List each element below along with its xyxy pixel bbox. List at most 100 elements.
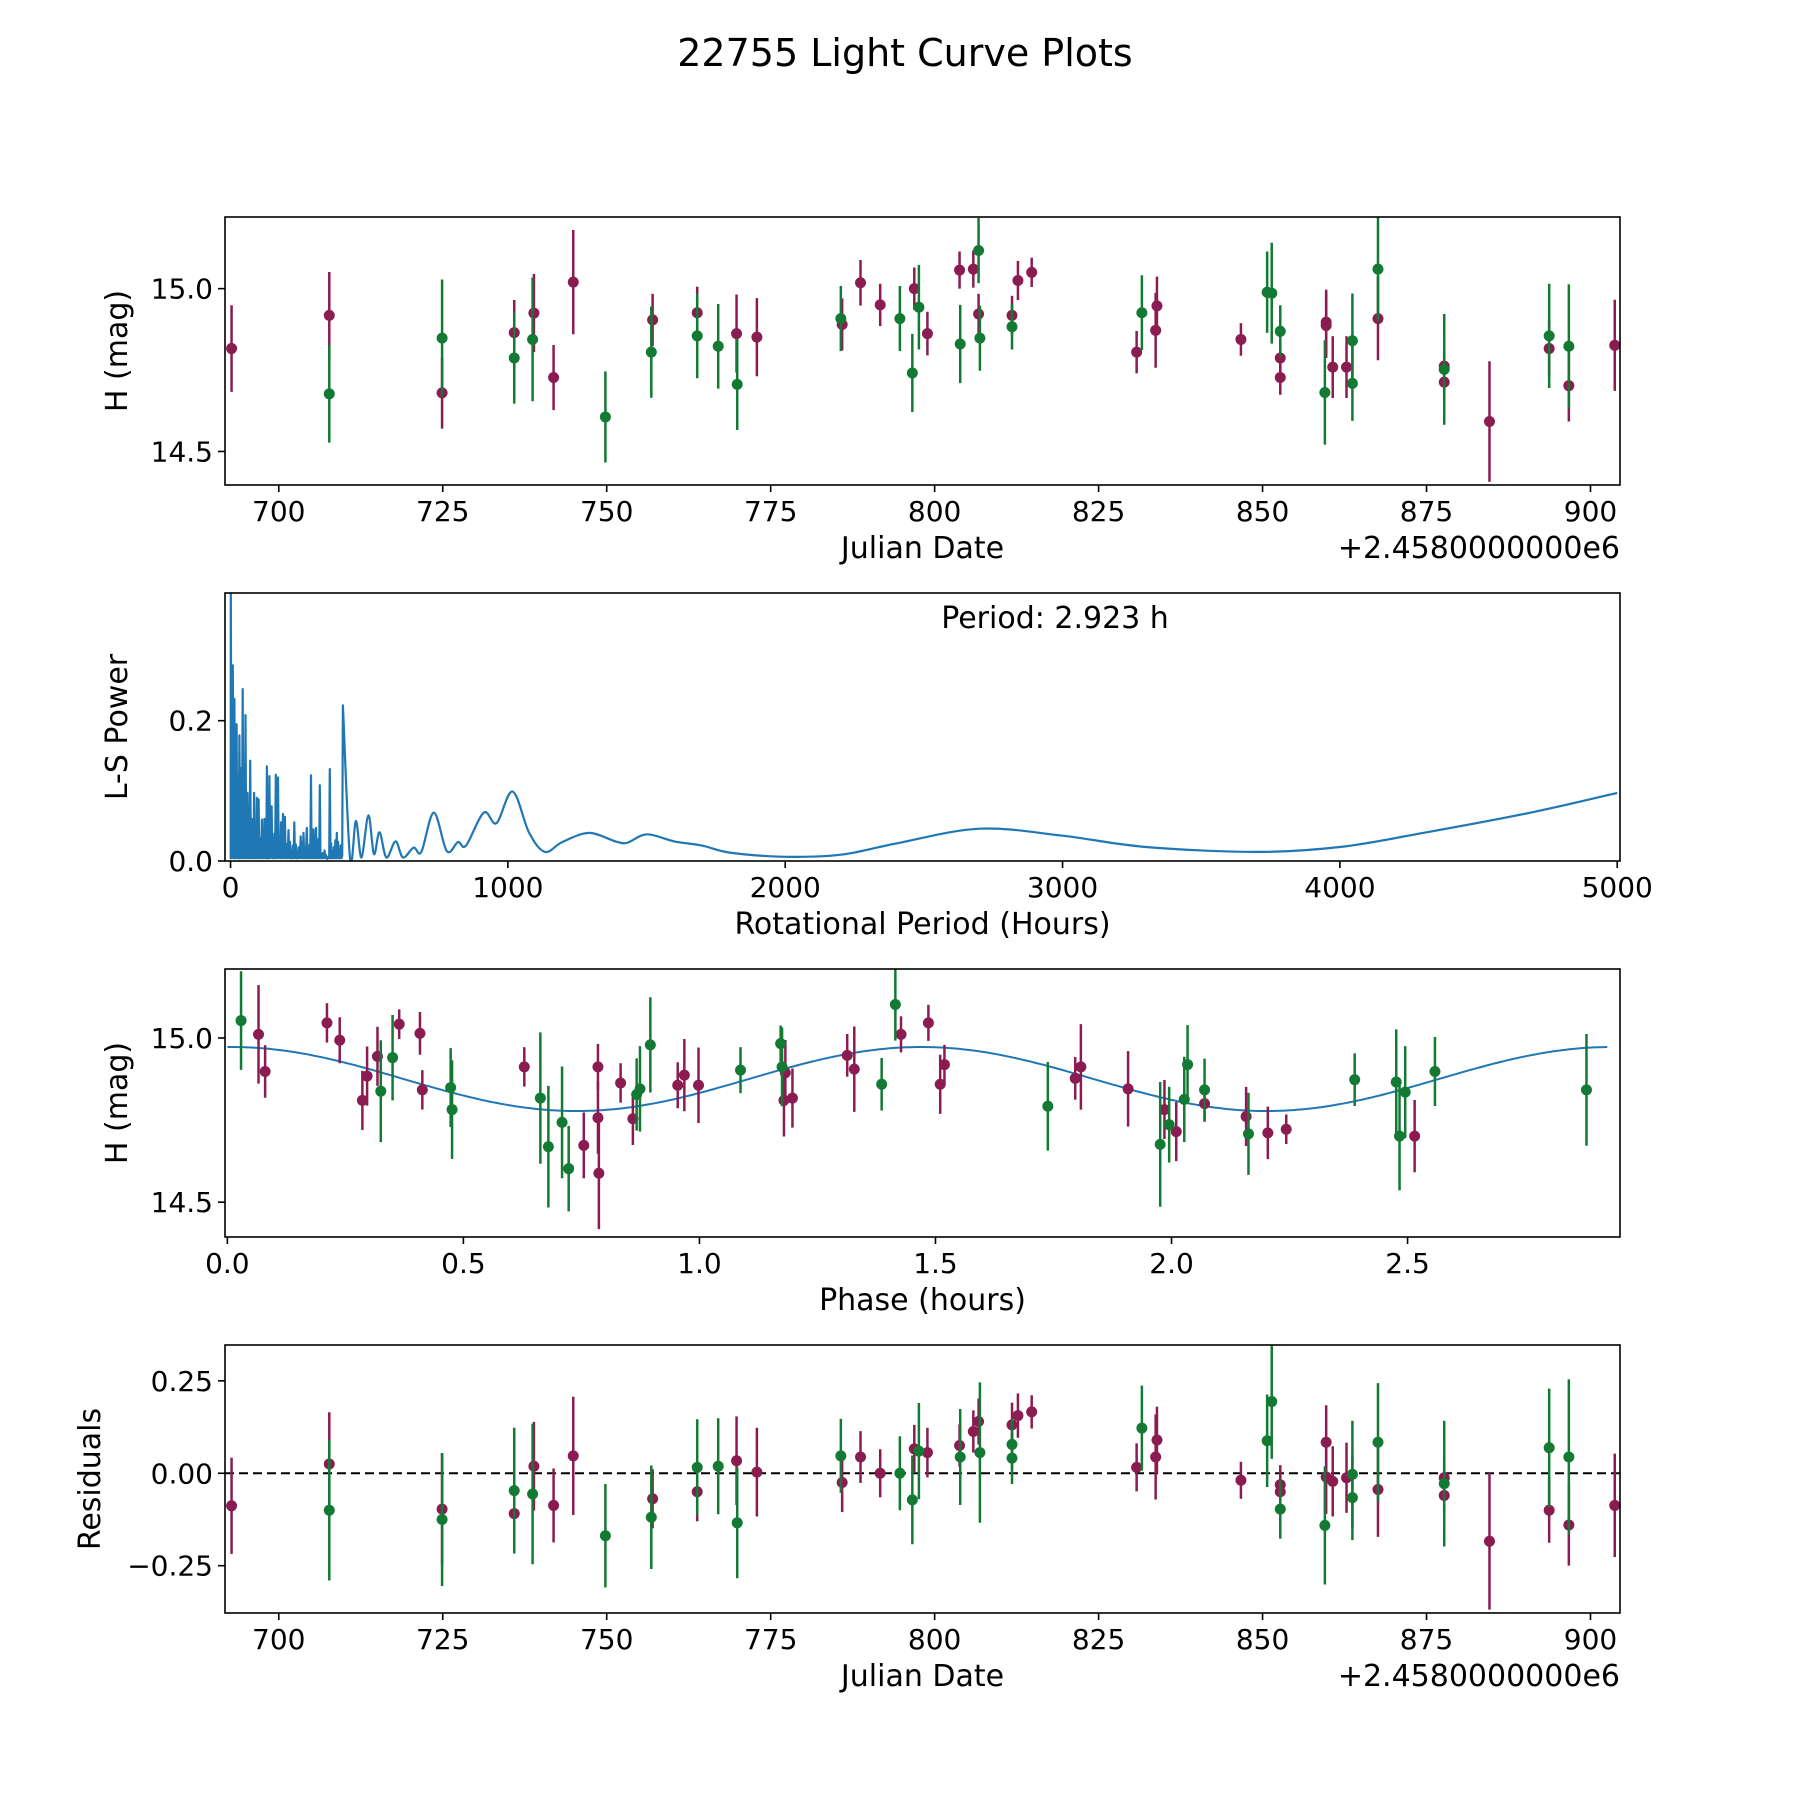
data-point: [567, 276, 579, 288]
data-point: [1122, 1083, 1134, 1095]
data-point: [1150, 1451, 1162, 1463]
y-axis-label: H (mag): [100, 1042, 135, 1164]
x-tick-label: 825: [1072, 1623, 1125, 1656]
data-point: [1026, 266, 1038, 278]
data-point: [1394, 1130, 1406, 1142]
data-point: [527, 333, 539, 345]
panels: 700 725 750 775 800 825 850 875 900 14.5 15.0 Julia…: [73, 216, 1653, 1694]
data-point: [508, 352, 520, 364]
x-offset-text: +2.4580000000e6: [1338, 531, 1620, 566]
y-tick-label: 0.2: [168, 705, 213, 738]
data-point: [645, 346, 657, 358]
data-point: [1319, 387, 1331, 399]
figure-title: 22755 Light Curve Plots: [677, 31, 1132, 75]
x-tick-label: 825: [1072, 495, 1125, 528]
data-point: [735, 1064, 747, 1076]
data-point: [1266, 287, 1278, 299]
data-point: [1266, 1396, 1278, 1408]
data-point: [835, 1450, 847, 1462]
data-point: [692, 1079, 704, 1091]
data-point: [1136, 1422, 1148, 1434]
data-point: [967, 263, 979, 275]
data-point: [1280, 1123, 1292, 1135]
data-point: [634, 1083, 646, 1095]
data-point: [1242, 1128, 1254, 1140]
data-point: [387, 1052, 399, 1064]
data-point: [1274, 352, 1286, 364]
y-axis-label: Residuals: [73, 1408, 108, 1550]
periodogram-line: [229, 593, 1618, 861]
x-tick-label: 775: [744, 495, 797, 528]
data-point: [954, 1451, 966, 1463]
data-point: [599, 1530, 611, 1542]
data-point: [973, 308, 985, 320]
data-point: [1349, 1074, 1361, 1086]
data-point: [1320, 319, 1332, 331]
data-point: [1136, 307, 1148, 319]
x-tick-label: 750: [580, 1623, 633, 1656]
data-point: [1372, 263, 1384, 275]
axes-frame: [224, 1344, 1621, 1614]
data-point: [938, 1059, 950, 1071]
data-point: [375, 1085, 387, 1097]
data-point: [973, 1416, 985, 1428]
data-point: [1543, 1442, 1555, 1454]
x-tick-label: 725: [416, 495, 469, 528]
data-point: [855, 1451, 867, 1463]
x-tick-label: 900: [1564, 495, 1617, 528]
data-point: [508, 1485, 520, 1497]
data-point: [712, 1460, 724, 1472]
data-point: [691, 1461, 703, 1473]
x-tick-label: 0: [222, 871, 240, 904]
data-point: [1150, 324, 1162, 336]
data-point: [446, 1104, 458, 1116]
series-filter_a: [253, 985, 1421, 1230]
data-point: [1235, 333, 1247, 345]
data-point: [647, 1493, 659, 1505]
data-point: [528, 307, 540, 319]
plot-area: [229, 593, 1618, 861]
data-point: [786, 1092, 798, 1104]
data-point: [1006, 1438, 1018, 1450]
data-point: [361, 1070, 373, 1082]
data-point: [542, 1141, 554, 1153]
x-tick-label: 800: [908, 1623, 961, 1656]
data-point: [416, 1084, 428, 1096]
data-point: [647, 314, 659, 326]
data-point: [1012, 274, 1024, 286]
data-point: [599, 411, 611, 423]
x-offset-text: +2.4580000000e6: [1338, 1659, 1620, 1694]
fit-curve: [227, 1046, 1608, 1112]
x-tick-label: 1.5: [913, 1247, 958, 1280]
x-tick-label: 2000: [750, 871, 821, 904]
data-point: [1483, 416, 1495, 428]
x-tick-label: 0.5: [441, 1247, 486, 1280]
data-point: [908, 283, 920, 295]
data-point: [1274, 372, 1286, 384]
data-point: [1075, 1061, 1087, 1073]
data-point: [1235, 1474, 1247, 1486]
data-point: [894, 313, 906, 325]
data-point: [323, 309, 335, 321]
data-point: [226, 343, 238, 355]
x-tick-label: 850: [1236, 1623, 1289, 1656]
data-point: [1580, 1084, 1592, 1096]
data-point: [1182, 1059, 1194, 1071]
data-point: [1131, 1461, 1143, 1473]
data-point: [567, 1450, 579, 1462]
data-point: [518, 1061, 530, 1073]
data-point: [323, 388, 335, 400]
data-point: [921, 1447, 933, 1459]
data-point: [1543, 1504, 1555, 1516]
data-point: [1170, 1126, 1182, 1138]
data-point: [874, 299, 886, 311]
y-tick-label: 0.25: [151, 1365, 213, 1398]
data-point: [593, 1167, 605, 1179]
data-point: [913, 301, 925, 313]
data-point: [974, 332, 986, 344]
y-tick-label: 14.5: [151, 1186, 213, 1219]
y-axis-label: L-S Power: [100, 653, 135, 800]
data-point: [731, 378, 743, 390]
y-tick-label: 0.00: [151, 1457, 213, 1490]
data-point: [259, 1065, 271, 1077]
